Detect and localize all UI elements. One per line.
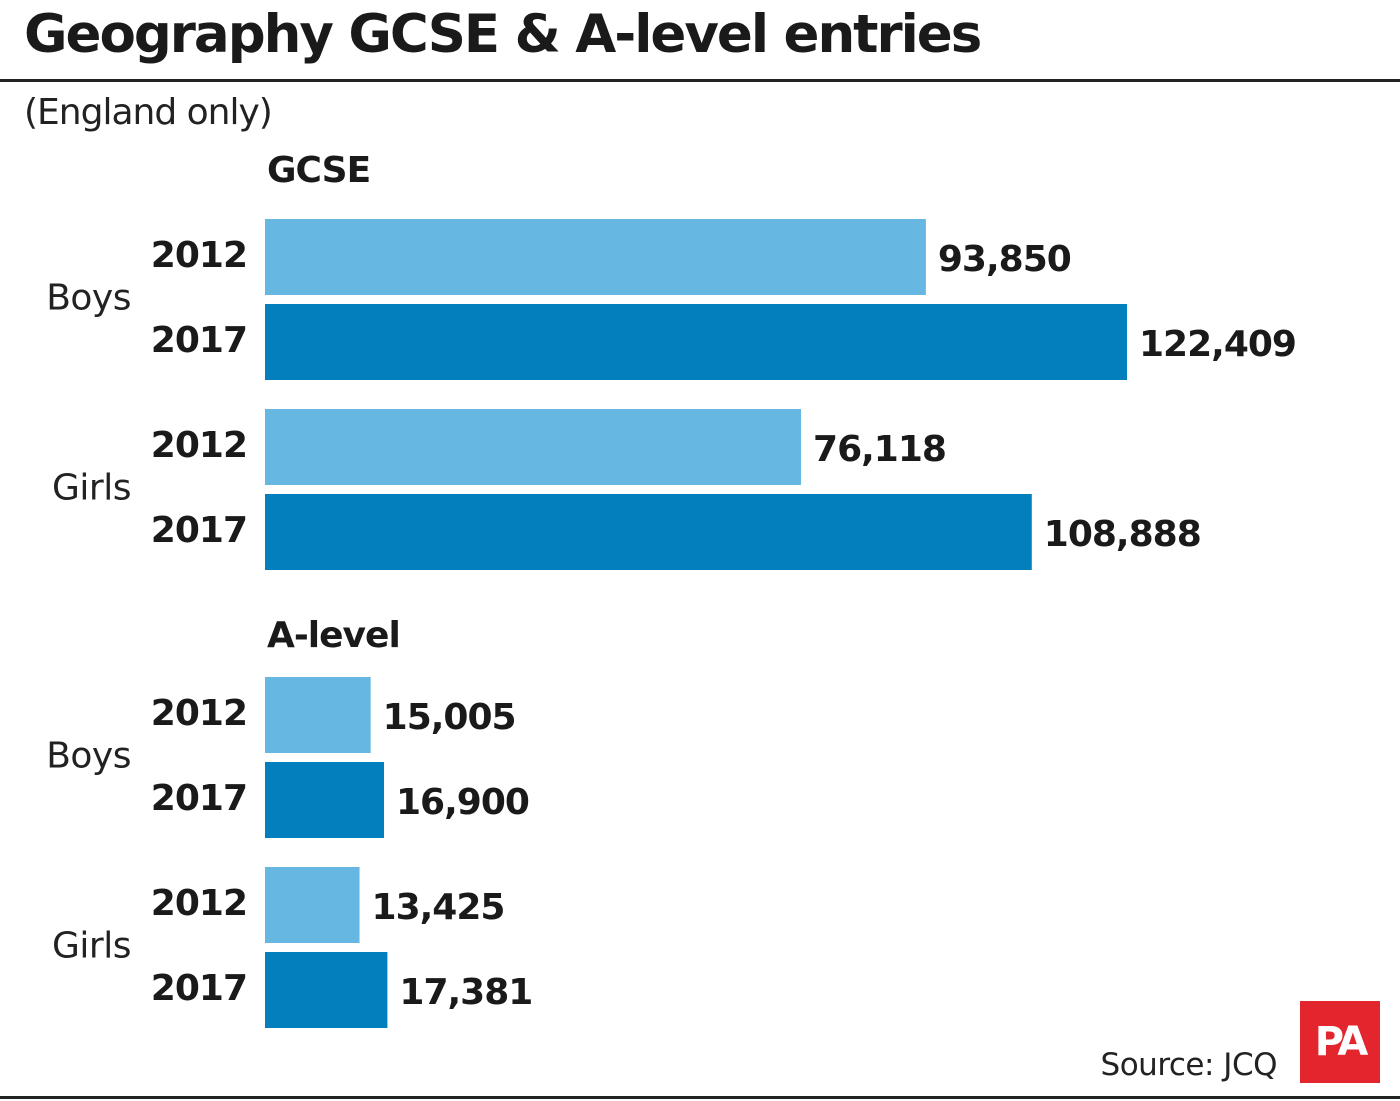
page-title: Geography GCSE & A-level entries: [24, 4, 982, 65]
year-label-a-level-boys-2017: 2017: [151, 778, 247, 819]
bar-a-level-girls-2012: [265, 867, 360, 943]
value-label-gcse-boys-2017: 122,409: [1139, 324, 1296, 365]
pa-logo: PA: [1300, 1001, 1380, 1083]
value-label-gcse-girls-2012: 76,118: [813, 429, 946, 470]
value-label-gcse-girls-2017: 108,888: [1044, 514, 1201, 555]
value-label-a-level-boys-2017: 16,900: [396, 782, 529, 823]
group-label-a-level-boys: Boys: [46, 736, 131, 777]
value-label-gcse-boys-2012: 93,850: [938, 239, 1071, 280]
year-label-a-level-girls-2012: 2012: [151, 883, 247, 924]
year-label-gcse-boys-2012: 2012: [151, 235, 247, 276]
page-subtitle: (England only): [24, 92, 273, 133]
bar-gcse-boys-2017: [265, 304, 1127, 380]
value-label-a-level-girls-2017: 17,381: [399, 972, 532, 1013]
year-label-a-level-boys-2012: 2012: [151, 693, 247, 734]
year-label-gcse-girls-2017: 2017: [151, 510, 247, 551]
year-label-a-level-girls-2017: 2017: [151, 968, 247, 1009]
section-label-gcse: GCSE: [267, 150, 370, 191]
section-label-a-level: A-level: [267, 615, 400, 656]
value-label-a-level-boys-2012: 15,005: [383, 697, 516, 738]
bar-a-level-boys-2012: [265, 677, 371, 753]
title-divider: [0, 79, 1400, 82]
year-label-gcse-girls-2012: 2012: [151, 425, 247, 466]
value-label-a-level-girls-2012: 13,425: [372, 887, 505, 928]
group-label-a-level-girls: Girls: [52, 926, 131, 967]
bar-a-level-boys-2017: [265, 762, 385, 838]
source-note: Source: JCQ: [1100, 1047, 1278, 1083]
year-label-gcse-boys-2017: 2017: [151, 320, 247, 361]
bar-gcse-boys-2012: [265, 219, 926, 295]
bar-gcse-girls-2017: [265, 494, 1032, 570]
group-label-gcse-boys: Boys: [46, 278, 131, 319]
bar-gcse-girls-2012: [265, 409, 802, 485]
bar-a-level-girls-2017: [265, 952, 388, 1028]
group-label-gcse-girls: Girls: [52, 468, 131, 509]
bottom-divider: [0, 1096, 1400, 1099]
